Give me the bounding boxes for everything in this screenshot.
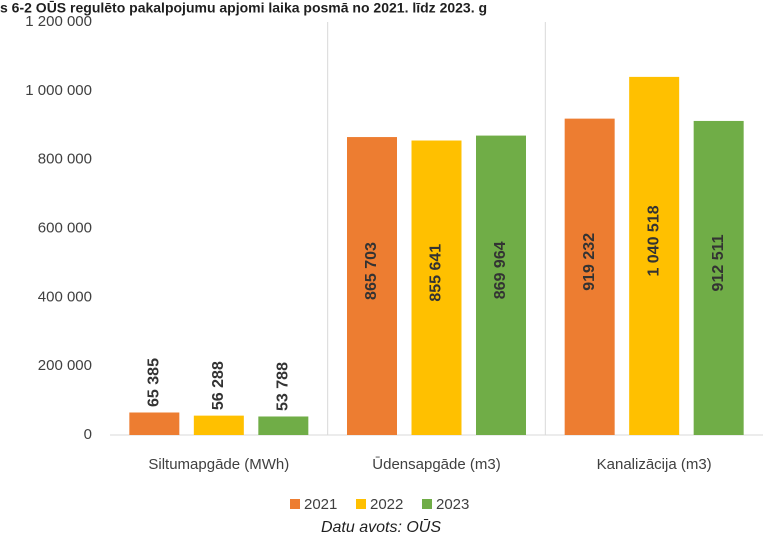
source-note: Datu avots: OŪS xyxy=(321,518,441,536)
x-tick-label: Kanalizācija (m3) xyxy=(597,456,712,473)
data-label: 1 040 518 xyxy=(645,205,662,276)
y-tick-label: 600 000 xyxy=(38,219,92,236)
data-label: 865 703 xyxy=(363,242,380,300)
legend-label: 2022 xyxy=(370,496,403,513)
legend-swatch xyxy=(290,499,300,509)
bar xyxy=(476,135,526,435)
bar xyxy=(193,415,244,435)
bar xyxy=(411,140,462,435)
chart-title: s 6-2 OŪS regulēto pakalpojumu apjomi la… xyxy=(0,0,487,16)
x-tick-label: Ūdensapgāde (m3) xyxy=(372,456,500,473)
y-tick-label: 1 200 000 xyxy=(25,13,92,30)
legend-label: 2023 xyxy=(436,496,469,513)
y-tick-label: 800 000 xyxy=(38,151,92,168)
bar xyxy=(347,137,397,435)
data-label: 53 788 xyxy=(275,362,292,411)
data-label: 869 964 xyxy=(492,241,509,299)
x-tick-label: Siltumapgāde (MWh) xyxy=(148,456,289,473)
bar xyxy=(258,416,309,435)
data-label: 919 232 xyxy=(581,233,598,291)
y-tick-label: 0 xyxy=(84,426,92,443)
bar xyxy=(629,76,680,435)
data-label: 912 511 xyxy=(710,234,727,291)
data-label: 56 288 xyxy=(210,361,227,410)
bar xyxy=(693,120,744,436)
y-tick-label: 400 000 xyxy=(38,288,92,305)
y-tick-label: 200 000 xyxy=(38,357,92,374)
data-label: 65 385 xyxy=(146,358,163,407)
legend-swatch xyxy=(422,499,432,509)
legend-label: 2021 xyxy=(304,496,337,513)
y-tick-label: 1 000 000 xyxy=(25,82,92,99)
data-label: 855 641 xyxy=(428,244,445,302)
bar xyxy=(129,412,180,435)
bar xyxy=(564,118,615,436)
legend-swatch xyxy=(356,499,366,509)
